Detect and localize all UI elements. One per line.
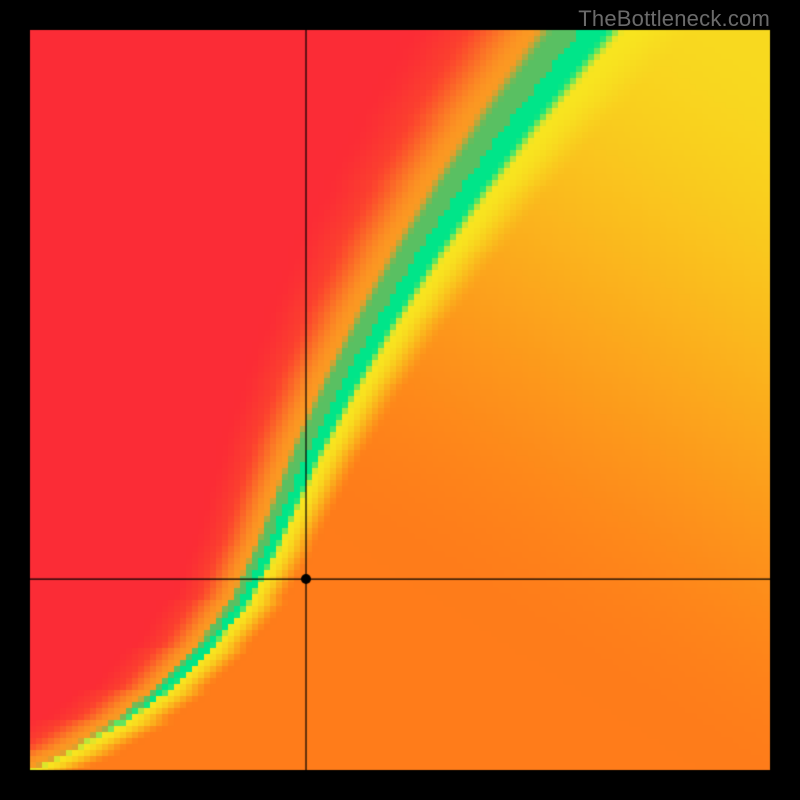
watermark-text: TheBottleneck.com xyxy=(578,6,770,32)
chart-container: { "watermark": "TheBottleneck.com", "cha… xyxy=(0,0,800,800)
bottleneck-heatmap xyxy=(0,0,800,800)
